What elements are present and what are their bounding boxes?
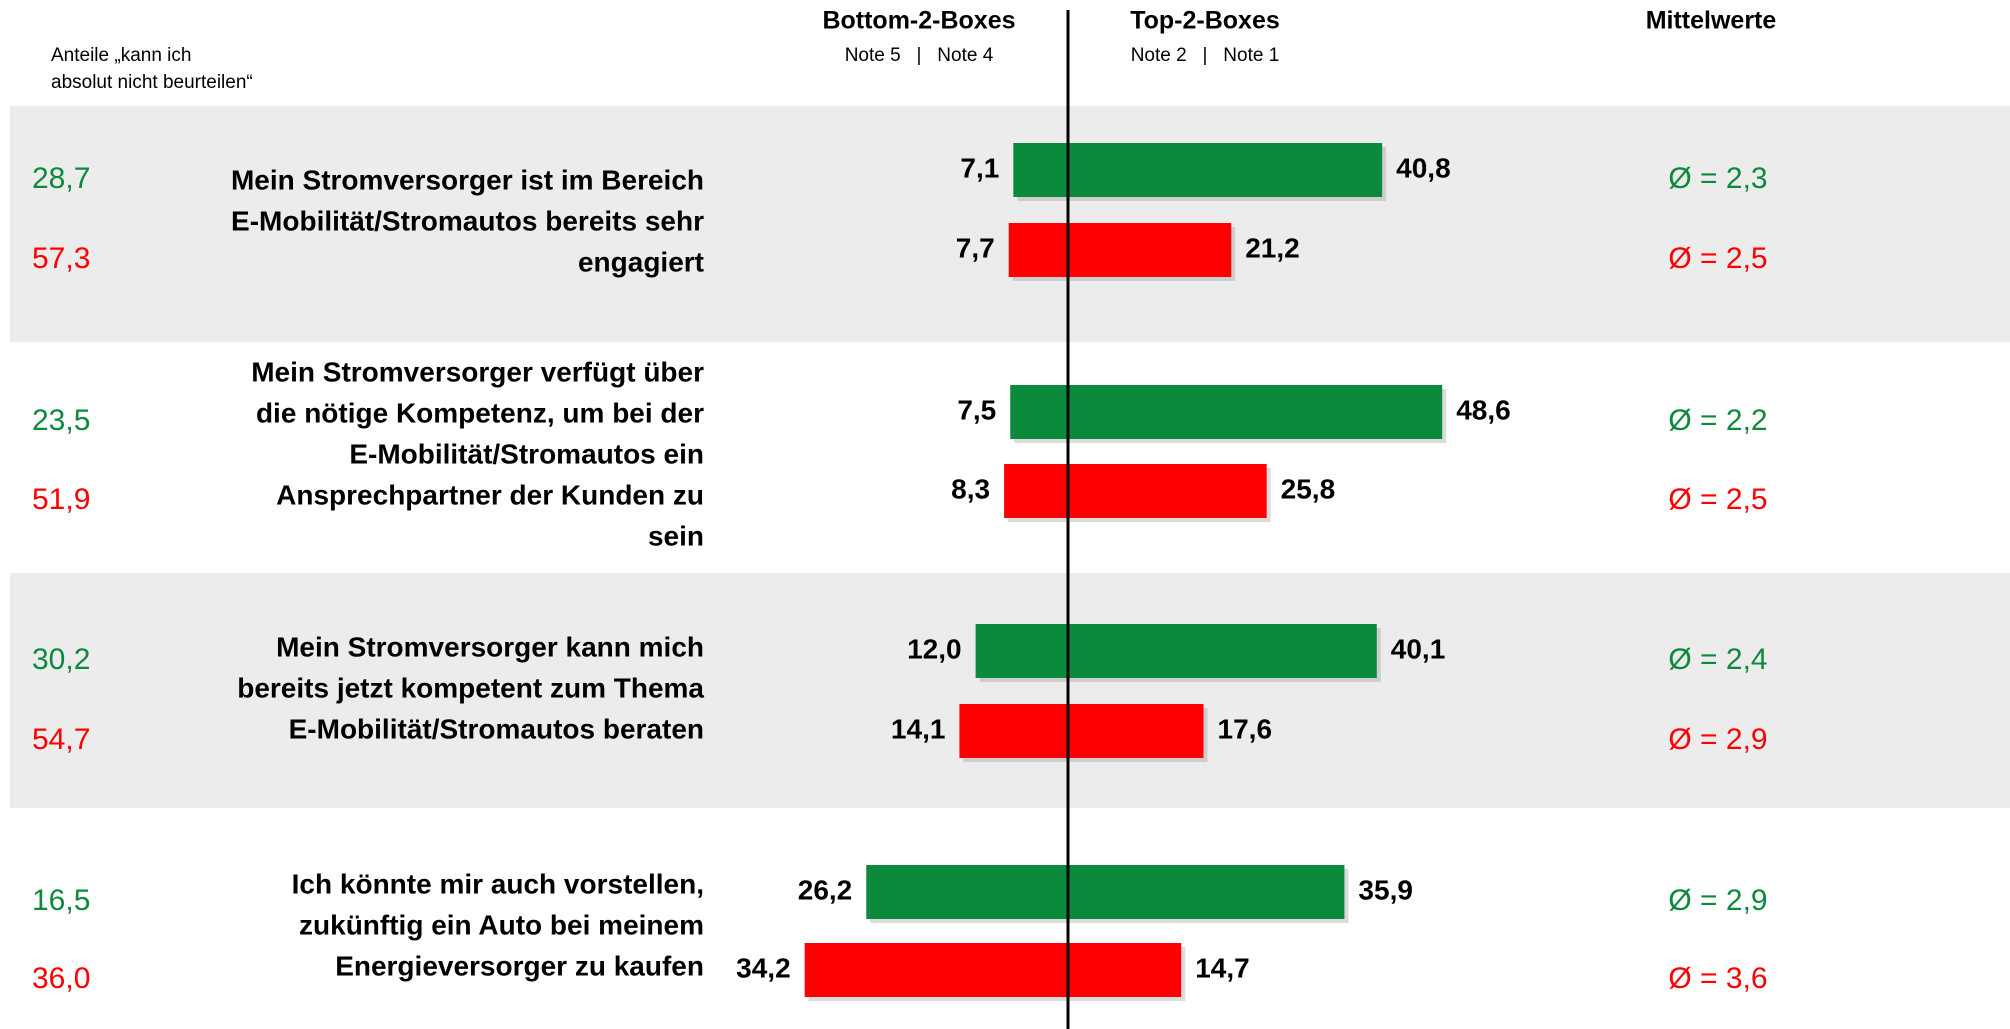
unknown-share: 16,5	[32, 884, 90, 917]
mean: Ø = 2,9	[1668, 884, 1767, 917]
bar-bottom	[804, 943, 1068, 997]
statement: Ich könnte mir auch vorstellen,	[292, 868, 704, 899]
statement: engagiert	[578, 246, 704, 277]
top-label: 25,8	[1281, 473, 1336, 504]
top-label: 14,7	[1195, 952, 1250, 983]
bottom-label: 7,5	[957, 394, 996, 425]
bar-top	[1068, 223, 1232, 277]
note: absolut nicht beurteilen“	[51, 72, 253, 93]
statement: Mein Stromversorger ist im Bereich	[231, 164, 704, 195]
statement: Ansprechpartner der Kunden zu	[276, 479, 704, 510]
bottom-label: 12,0	[907, 633, 962, 664]
mean-header: Mittelwerte	[1646, 7, 1777, 35]
bar-top	[1068, 385, 1443, 439]
mean: Ø = 2,5	[1668, 242, 1767, 275]
right-subheader: Note 2 | Note 1	[1131, 45, 1280, 66]
bar-top	[1068, 704, 1204, 758]
mean: Ø = 2,5	[1668, 483, 1767, 516]
statement: sein	[648, 520, 704, 551]
bottom-label: 14,1	[891, 713, 946, 744]
top-label: 40,1	[1391, 633, 1446, 664]
mean: Ø = 2,4	[1668, 643, 1767, 676]
bottom-label: 34,2	[736, 952, 791, 983]
bar-bottom	[959, 704, 1068, 758]
bar-top	[1068, 943, 1182, 997]
top-label: 48,6	[1456, 394, 1511, 425]
statement: E-Mobilität/Stromautos ein	[349, 438, 704, 469]
note: Anteile „kann ich	[51, 45, 191, 66]
bar-bottom	[1010, 385, 1068, 439]
statement: E-Mobilität/Stromautos bereits sehr	[231, 205, 704, 236]
unknown-share: 30,2	[32, 643, 90, 676]
bottom-label: 7,7	[956, 232, 995, 263]
statement: E-Mobilität/Stromautos beraten	[289, 713, 704, 744]
bar-bottom	[1004, 464, 1068, 518]
unknown-share: 23,5	[32, 404, 90, 437]
mean: Ø = 2,3	[1668, 162, 1767, 195]
top-label: 17,6	[1218, 713, 1273, 744]
left-header: Bottom-2-Boxes	[822, 7, 1015, 35]
unknown-share: 28,7	[32, 162, 90, 195]
statement: Mein Stromversorger verfügt über	[251, 356, 704, 387]
bar-bottom	[866, 865, 1068, 919]
unknown-share: 54,7	[32, 723, 90, 756]
statement: bereits jetzt kompetent zum Thema	[237, 672, 704, 703]
top-label: 21,2	[1245, 232, 1300, 263]
mean: Ø = 2,2	[1668, 404, 1767, 437]
bar-bottom	[1008, 223, 1068, 277]
statement: Energieversorger zu kaufen	[335, 950, 704, 981]
top-label: 40,8	[1396, 152, 1451, 183]
top-label: 35,9	[1358, 874, 1413, 905]
bottom-label: 8,3	[951, 473, 990, 504]
unknown-share: 36,0	[32, 962, 90, 995]
bar-top	[1068, 464, 1267, 518]
statement: zukünftig ein Auto bei meinem	[299, 909, 704, 940]
right-header: Top-2-Boxes	[1130, 7, 1280, 35]
bar-bottom	[975, 624, 1068, 678]
bottom-label: 7,1	[960, 152, 999, 183]
unknown-share: 51,9	[32, 483, 90, 516]
mean: Ø = 2,9	[1668, 723, 1767, 756]
statement: Mein Stromversorger kann mich	[276, 631, 704, 662]
statement: die nötige Kompetenz, um bei der	[256, 397, 704, 428]
band	[10, 573, 2010, 808]
bar-top	[1068, 865, 1345, 919]
mean: Ø = 3,6	[1668, 962, 1767, 995]
bar-top	[1068, 624, 1377, 678]
left-subheader: Note 5 | Note 4	[845, 45, 994, 66]
bottom-label: 26,2	[798, 874, 853, 905]
bar-top	[1068, 143, 1383, 197]
unknown-share: 57,3	[32, 242, 90, 275]
bar-bottom	[1013, 143, 1068, 197]
